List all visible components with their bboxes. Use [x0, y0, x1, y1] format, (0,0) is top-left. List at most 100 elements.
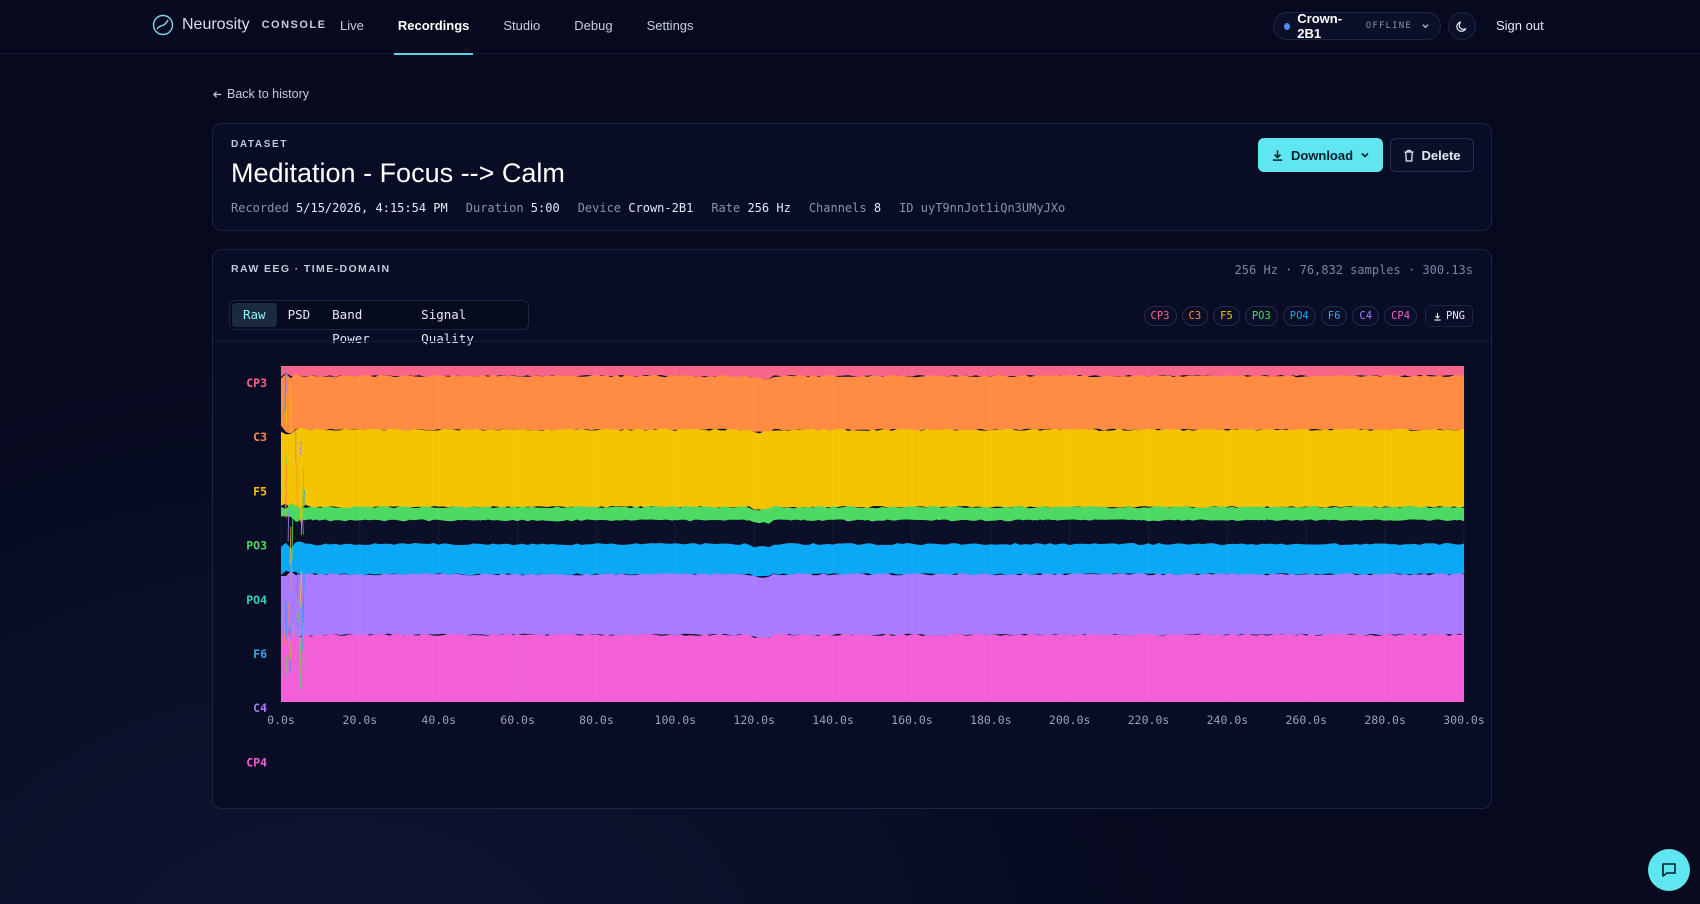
artifact-spike: [287, 510, 290, 542]
x-tick-label: 80.0s: [579, 713, 614, 727]
x-tick-label: 260.0s: [1285, 713, 1327, 727]
meta-id: ID uyT9nnJot1iQn3UMyJXo: [899, 201, 1065, 215]
channel-chip-cp4[interactable]: CP4: [1384, 306, 1418, 326]
export-png-label: PNG: [1446, 310, 1465, 322]
back-to-history-link[interactable]: Back to history: [212, 87, 309, 101]
device-selector[interactable]: Crown-2B1 OFFLINE: [1273, 11, 1441, 41]
artifact-spike: [288, 636, 292, 659]
x-tick-label: 240.0s: [1207, 713, 1249, 727]
channel-chips: CP3 C3 F5 PO3 PO4 F6 C4 CP4 PNG: [1143, 305, 1473, 327]
view-tabs: Raw PSD Band Power Signal Quality: [229, 300, 529, 346]
nav-settings[interactable]: Settings: [646, 18, 694, 33]
download-button[interactable]: Download: [1258, 138, 1383, 172]
channel-chip-f5[interactable]: F5: [1213, 306, 1240, 326]
channel-label-f5: F5: [253, 484, 267, 498]
brand-name: Neurosity: [182, 16, 250, 33]
artifact-spike: [303, 432, 307, 446]
artifact-spike: [283, 609, 286, 631]
channel-band-f5: [281, 427, 1464, 511]
download-label: Download: [1290, 147, 1354, 163]
meta-device-label: Device: [577, 201, 622, 215]
meta-rate-label: Rate: [711, 201, 741, 215]
channel-chip-cp3[interactable]: CP3: [1143, 306, 1177, 326]
channel-label-f6: F6: [253, 647, 267, 661]
artifact-spike: [300, 498, 303, 535]
meta-rate-value: 256 Hz: [747, 201, 791, 215]
sign-out-link[interactable]: Sign out: [1496, 18, 1544, 33]
brand[interactable]: Neurosity CONSOLE: [152, 14, 326, 36]
channel-chip-c3[interactable]: C3: [1181, 306, 1209, 326]
meta-channels-label: Channels: [808, 201, 867, 215]
channel-chip-c4[interactable]: C4: [1352, 306, 1380, 326]
nav-recordings[interactable]: Recordings: [393, 0, 473, 55]
chat-button[interactable]: [1648, 849, 1690, 891]
device-status: OFFLINE: [1365, 21, 1413, 31]
export-png-button[interactable]: PNG: [1425, 305, 1473, 327]
x-tick-label: 0.0s: [267, 713, 295, 727]
dataset-card: DATASET Meditation - Focus --> Calm Reco…: [212, 123, 1492, 231]
chat-icon: [1662, 863, 1676, 877]
nav-live[interactable]: Live: [340, 18, 364, 33]
channel-label-po3: PO3: [246, 539, 267, 553]
artifact-spike: [299, 571, 302, 608]
tab-signal-quality[interactable]: Signal Quality: [421, 307, 474, 346]
nav-studio[interactable]: Studio: [503, 18, 541, 33]
theme-toggle-button[interactable]: [1448, 12, 1476, 40]
download-icon: [1434, 312, 1441, 321]
meta-duration-label: Duration: [465, 201, 524, 215]
tab-band-power[interactable]: Band Power: [332, 307, 370, 346]
artifact-spike: [285, 656, 288, 678]
tab-psd[interactable]: PSD: [287, 307, 311, 322]
artifact-spike: [303, 490, 305, 509]
meta-recorded-value: 5/15/2026, 4:15:54 PM: [296, 201, 448, 215]
meta-duration-value: 5:00: [530, 201, 560, 215]
delete-label: Delete: [1421, 147, 1461, 163]
artifact-spike: [291, 511, 294, 561]
meta-channels-value: 8: [873, 201, 882, 215]
nav-debug[interactable]: Debug: [574, 18, 613, 33]
channel-chip-f6[interactable]: F6: [1320, 306, 1348, 326]
artifact-spike: [284, 495, 287, 519]
download-icon: [1272, 149, 1283, 161]
main-nav: Live Recordings Studio Debug Settings: [340, 0, 728, 55]
eeg-heading: RAW EEG · TIME-DOMAIN: [231, 263, 391, 275]
channel-band-po4: [281, 541, 1464, 577]
x-tick-label: 200.0s: [1049, 713, 1091, 727]
artifact-spike: [302, 574, 305, 623]
meta-device: Device Crown-2B1: [578, 201, 694, 215]
meta-id-value: uyT9nnJot1iQn3UMyJXo: [920, 201, 1066, 215]
eeg-card: RAW EEG · TIME-DOMAIN 256 Hz · 76,832 sa…: [212, 249, 1492, 809]
x-tick-label: 160.0s: [891, 713, 933, 727]
eeg-chart: 0.0s 20.0s 40.0s 60.0s 80.0s 100.0s 120.0s 140.…: [246, 366, 1485, 769]
meta-rate: Rate 256 Hz: [711, 201, 791, 215]
artifact-spike: [285, 370, 288, 394]
artifact-spike: [299, 481, 302, 523]
x-tick-label: 20.0s: [343, 713, 378, 727]
artifact-spike: [301, 518, 305, 535]
channel-chip-po3[interactable]: PO3: [1244, 306, 1278, 326]
chevron-down-icon: [1361, 152, 1369, 158]
x-tick-label: 220.0s: [1128, 713, 1170, 727]
channel-band-c4: [281, 571, 1464, 639]
tab-raw[interactable]: Raw: [232, 303, 277, 327]
x-tick-label: 140.0s: [812, 713, 854, 727]
artifact-spike: [297, 610, 300, 624]
delete-button[interactable]: Delete: [1390, 138, 1474, 172]
brand-suffix: CONSOLE: [261, 19, 327, 31]
device-status-dot: [1284, 22, 1291, 30]
x-tick-label: 60.0s: [500, 713, 535, 727]
back-link-label: Back to history: [227, 87, 309, 101]
dataset-meta: Recorded 5/15/2026, 4:15:54 PM Duration …: [231, 201, 1065, 215]
channel-label-cp4: CP4: [246, 755, 267, 769]
x-tick-label: 40.0s: [421, 713, 456, 727]
artifact-spike: [292, 624, 295, 636]
artifact-spike: [289, 526, 292, 565]
channel-band-cp3: [281, 366, 1464, 379]
trash-icon: [1404, 149, 1414, 162]
chevron-down-icon: [1422, 24, 1429, 29]
meta-id-label: ID: [899, 201, 914, 215]
dataset-eyebrow: DATASET: [231, 139, 288, 150]
channel-band-gap: [281, 515, 1464, 548]
x-tick-label: 180.0s: [970, 713, 1012, 727]
channel-chip-po4[interactable]: PO4: [1282, 306, 1316, 326]
